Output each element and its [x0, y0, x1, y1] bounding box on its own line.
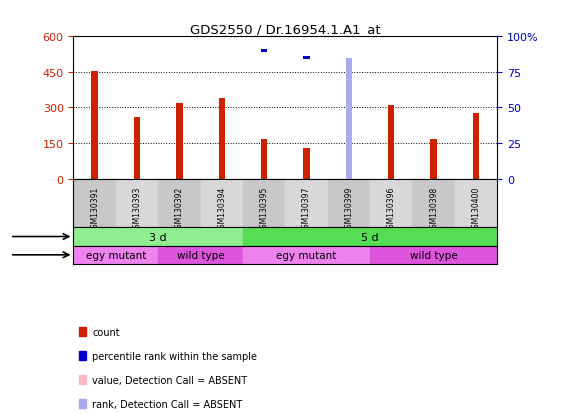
Text: GSM130397: GSM130397 — [302, 186, 311, 233]
Text: percentile rank within the sample: percentile rank within the sample — [92, 351, 257, 361]
Bar — [285, 179, 328, 228]
Bar — [473, 114, 479, 179]
Bar — [303, 148, 310, 179]
Bar — [346, 59, 352, 179]
Bar — [412, 179, 455, 228]
Bar — [261, 50, 267, 52]
Bar — [73, 246, 158, 264]
Text: GSM130396: GSM130396 — [387, 186, 396, 233]
Text: GSM130395: GSM130395 — [260, 186, 268, 233]
Bar — [261, 140, 267, 179]
Bar — [134, 118, 140, 179]
Text: GSM130400: GSM130400 — [472, 186, 480, 233]
Bar — [158, 246, 243, 264]
Bar — [328, 179, 370, 228]
Bar — [243, 228, 497, 246]
Bar — [73, 179, 116, 228]
Title: GDS2550 / Dr.16954.1.A1_at: GDS2550 / Dr.16954.1.A1_at — [190, 23, 381, 36]
Text: GSM130399: GSM130399 — [345, 186, 353, 233]
Text: count: count — [92, 327, 120, 337]
Bar — [431, 140, 437, 179]
Bar — [243, 246, 370, 264]
Bar — [243, 179, 285, 228]
Text: rank, Detection Call = ABSENT: rank, Detection Call = ABSENT — [92, 399, 242, 409]
Bar — [201, 179, 243, 228]
Text: 5 d: 5 d — [361, 232, 379, 242]
Text: GSM130392: GSM130392 — [175, 186, 184, 233]
Bar — [92, 71, 98, 179]
Text: wild type: wild type — [177, 250, 224, 260]
Text: egy mutant: egy mutant — [276, 250, 337, 260]
Text: wild type: wild type — [410, 250, 458, 260]
Text: GSM130391: GSM130391 — [90, 186, 99, 233]
Text: value, Detection Call = ABSENT: value, Detection Call = ABSENT — [92, 375, 247, 385]
Bar — [370, 179, 412, 228]
Bar — [219, 99, 225, 179]
Bar — [176, 103, 182, 179]
Text: GSM130398: GSM130398 — [429, 186, 438, 233]
Bar — [346, 148, 352, 179]
Bar — [388, 106, 394, 179]
Bar — [303, 57, 310, 59]
Bar — [370, 246, 497, 264]
Bar — [73, 228, 243, 246]
Text: egy mutant: egy mutant — [86, 250, 146, 260]
Text: GSM130394: GSM130394 — [218, 186, 226, 233]
Bar — [116, 179, 158, 228]
Bar — [455, 179, 497, 228]
Text: 3 d: 3 d — [149, 232, 167, 242]
Bar — [158, 179, 201, 228]
Text: GSM130393: GSM130393 — [133, 186, 141, 233]
